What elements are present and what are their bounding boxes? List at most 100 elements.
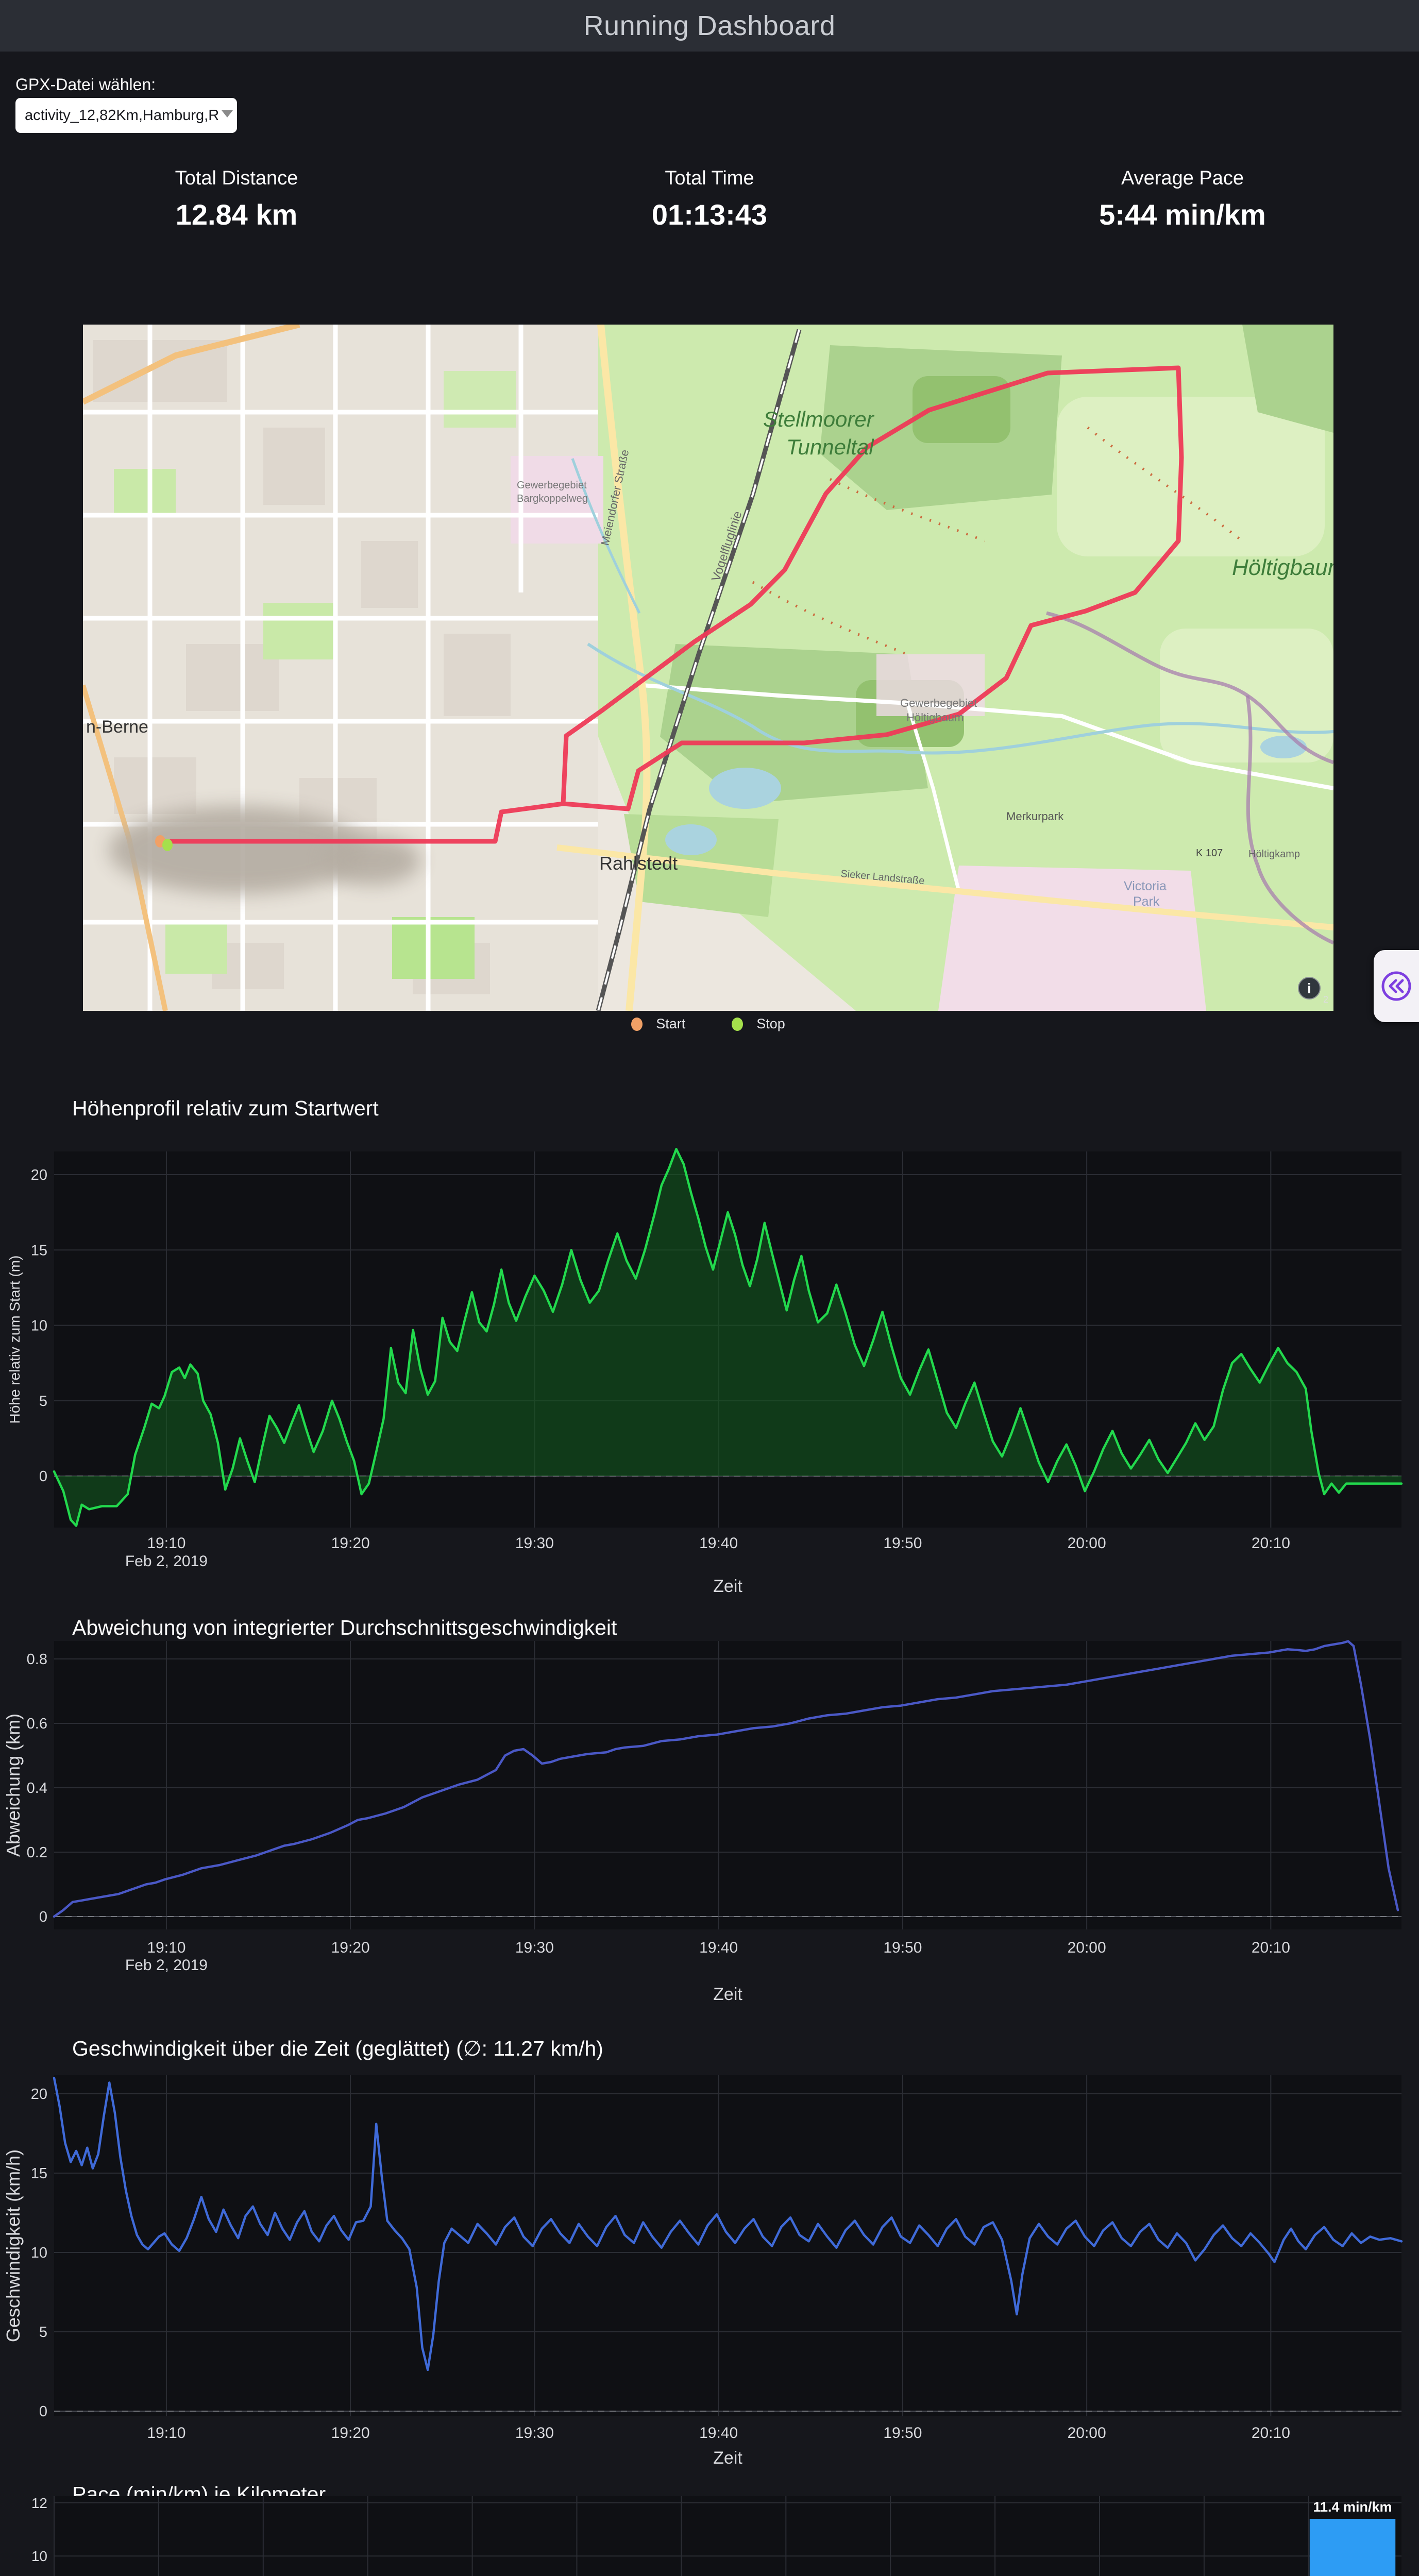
y-axis-title: Höhe relativ zum Start (m) — [7, 1256, 23, 1424]
app-header: Running Dashboard — [0, 0, 1419, 52]
x-tick-label: 20:00 — [1068, 1939, 1106, 1956]
map-label: K 107 — [1196, 848, 1223, 859]
map-label: Merkurpark — [1006, 810, 1064, 823]
map-street-grid — [83, 325, 598, 1011]
elevation-chart[interactable]: 19:10 19:20 19:30 19:40 19:50 20:00 20:10 0 5 10 1… — [0, 1082, 1419, 1602]
x-tick-label: 20:00 — [1068, 2425, 1106, 2442]
series-line — [53, 1148, 1403, 1527]
x-tick-label: 19:40 — [699, 1535, 738, 1552]
x-tick-label: 19:50 — [883, 1939, 922, 1956]
x-tick-label: 19:10 — [147, 1535, 185, 1552]
map-label: Stellmoorer — [763, 407, 875, 431]
y-tick-label: 5 — [39, 2324, 47, 2341]
map-legend: Start Stop — [83, 1016, 1333, 1032]
y-tick-label: 12 — [31, 2495, 47, 2511]
page-title: Running Dashboard — [583, 10, 836, 41]
collapse-chevrons-icon — [1381, 971, 1411, 1001]
x-tick-label: 19:50 — [883, 1535, 922, 1552]
speed-chart-title: Geschwindigkeit über die Zeit (geglättet… — [72, 2037, 603, 2060]
y-tick-label: 15 — [31, 1242, 47, 1259]
route-map[interactable]: Stellmoorer Tunneltal Höltigbaum Rahlstedt n… — [80, 321, 1347, 1012]
stat-total-time: Total Time 01:13:43 — [473, 167, 946, 231]
collapse-panel-button[interactable] — [1374, 950, 1419, 1022]
map-label: Gewerbegebiet — [900, 697, 977, 709]
map-label: Park — [1133, 894, 1160, 909]
stat-value: 01:13:43 — [651, 198, 768, 231]
speed-chart[interactable]: 19:10 19:20 19:30 19:40 19:50 20:00 20:10 0 5 10 1… — [0, 2030, 1419, 2481]
x-tick-label: 19:40 — [699, 2425, 738, 2442]
x-tick-label: 19:50 — [883, 2425, 922, 2442]
map-canvas[interactable]: Stellmoorer Tunneltal Höltigbaum Rahlstedt n… — [80, 321, 1347, 1012]
x-tick-label: 20:10 — [1252, 1535, 1290, 1552]
y-tick-label: 0 — [39, 2403, 47, 2420]
gpx-file-select[interactable]: activity_12,82Km,Hamburg,Run,2019-02- — [15, 98, 237, 133]
map-label: Rahlstedt — [599, 853, 678, 874]
x-tick-label: 20:00 — [1068, 1535, 1106, 1552]
y-tick-label: 20 — [31, 2086, 47, 2103]
y-tick-label: 0 — [39, 1909, 47, 1925]
map-label: Gewerbegebiet — [517, 480, 587, 491]
map-label: Tunneltal — [786, 435, 874, 459]
stats-row: Total Distance 12.84 km Total Time 01:13… — [0, 167, 1419, 231]
legend-stop-label: Stop — [756, 1016, 785, 1031]
y-tick-label: 0.8 — [27, 1651, 47, 1668]
gpx-file-select-value: activity_12,82Km,Hamburg,Run,2019-02- — [25, 107, 218, 124]
x-tick-label: 19:30 — [515, 1535, 554, 1552]
x-tick-label: 20:10 — [1252, 2425, 1290, 2442]
x-tick-label: 19:40 — [699, 1939, 738, 1956]
map-label: Höltigbaum — [906, 711, 964, 724]
stat-label: Total Time — [665, 167, 754, 189]
info-icon-glyph: i — [1307, 980, 1311, 996]
map-label: Höltigkamp — [1248, 849, 1300, 860]
start-marker-dot — [631, 1017, 643, 1031]
map-zoom-badge: 2 — [1323, 994, 1328, 1005]
bar-value-label: 11.4 min/km — [1313, 2499, 1392, 2515]
y-tick-label: 0 — [39, 1468, 47, 1485]
y-tick-label: 10 — [31, 2245, 47, 2261]
series-line — [53, 2076, 1403, 2371]
x-tick-label: 19:30 — [515, 1939, 554, 1956]
series-line — [53, 1640, 1399, 1918]
x-subtick-date: Feb 2, 2019 — [125, 1957, 208, 1974]
map-label: Höltigbaum — [1232, 555, 1333, 580]
y-axis-title: Abweichung (km) — [3, 1714, 24, 1857]
y-axis-title: Geschwindigkeit (km/h) — [3, 2149, 24, 2342]
x-tick-label: 19:10 — [147, 1939, 185, 1956]
gpx-file-label: GPX-Datei wählen: — [15, 75, 156, 94]
x-tick-label: 19:20 — [331, 1939, 370, 1956]
map-label: n-Berne — [86, 717, 148, 737]
stat-value: 5:44 min/km — [1099, 198, 1266, 231]
stat-average-pace: Average Pace 5:44 min/km — [946, 167, 1419, 231]
gpx-route-path — [158, 365, 1184, 844]
stat-label: Total Distance — [175, 167, 298, 189]
pace-bar[interactable] — [1309, 2518, 1396, 2576]
x-axis-title: Zeit — [713, 1985, 742, 2004]
deviation-chart[interactable]: 19:10 19:20 19:30 19:40 19:50 20:00 20:10 0 0.2 0… — [0, 1602, 1419, 2030]
map-label: Bargkoppelweg — [517, 493, 588, 504]
stat-total-distance: Total Distance 12.84 km — [0, 167, 473, 231]
x-tick-label: 19:20 — [331, 1535, 370, 1552]
stat-label: Average Pace — [1121, 167, 1244, 189]
x-tick-label: 19:10 — [147, 2425, 185, 2442]
y-tick-label: 0.6 — [27, 1716, 47, 1732]
x-axis-title: Zeit — [713, 1577, 742, 1596]
deviation-chart-title: Abweichung von integrierter Durchschnitt… — [72, 1616, 617, 1639]
y-tick-label: 0.4 — [27, 1780, 47, 1797]
x-subtick-date: Feb 2, 2019 — [125, 1553, 208, 1570]
map-info-icon[interactable] — [1298, 977, 1321, 999]
map-stop-marker[interactable] — [162, 839, 173, 851]
y-tick-label: 15 — [31, 2165, 47, 2182]
pace-bar-chart[interactable]: 02468101201234567891011125.0 min/km4.9 m… — [0, 2481, 1419, 2576]
map-label: Victoria — [1124, 879, 1167, 893]
x-tick-label: 19:30 — [515, 2425, 554, 2442]
y-tick-label: 0.2 — [27, 1844, 47, 1861]
stat-value: 12.84 km — [175, 198, 298, 231]
stop-marker-dot — [732, 1017, 744, 1031]
x-tick-label: 20:10 — [1252, 1939, 1290, 1956]
legend-item-stop[interactable]: Stop — [732, 1016, 785, 1032]
legend-item-start[interactable]: Start — [631, 1016, 685, 1032]
y-tick-label: 10 — [31, 2548, 47, 2564]
elevation-chart-title: Höhenprofil relativ zum Startwert — [72, 1096, 379, 1120]
x-axis-title: Zeit — [713, 2448, 742, 2468]
